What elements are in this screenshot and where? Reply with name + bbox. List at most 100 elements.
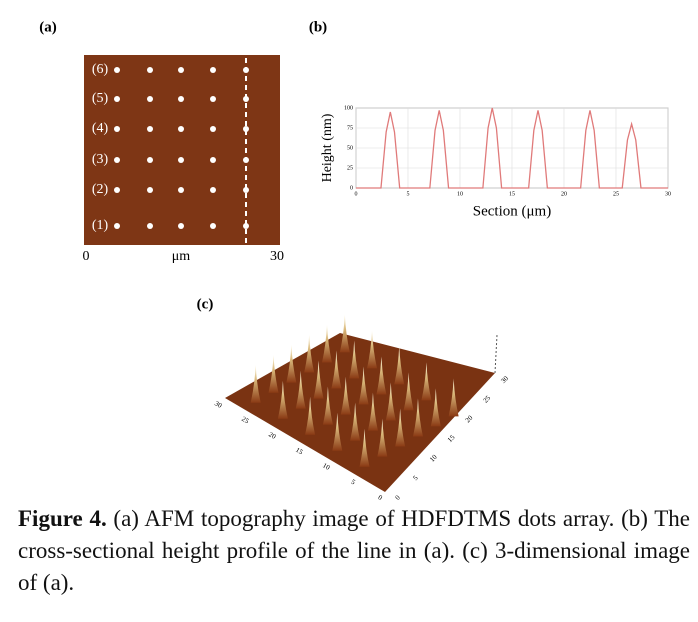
- dot: [147, 67, 153, 73]
- axis-tick-label: 20: [464, 413, 475, 424]
- spike: [286, 344, 297, 383]
- dot: [243, 223, 249, 229]
- y-tick-label: 0: [350, 185, 353, 191]
- x-tick-label: 30: [665, 191, 671, 197]
- axis-tick-label: 30: [499, 374, 510, 385]
- dot: [243, 67, 249, 73]
- spike: [394, 346, 405, 385]
- dot: [210, 96, 216, 102]
- afm-image: [84, 55, 280, 245]
- spike: [377, 418, 388, 457]
- dot: [114, 67, 120, 73]
- spike: [350, 402, 361, 441]
- caption-label: Figure 4.: [18, 506, 107, 531]
- y-tick-label: 75: [347, 125, 353, 131]
- row-label: (3): [92, 152, 109, 167]
- spike: [367, 330, 378, 369]
- dot: [210, 187, 216, 193]
- dot: [210, 223, 216, 229]
- axis-tick-label: 0: [394, 493, 402, 500]
- spike: [359, 428, 370, 467]
- spike: [448, 378, 459, 417]
- x-tick-label: 15: [509, 191, 515, 197]
- dot: [147, 187, 153, 193]
- axis-tick-label: 15: [294, 446, 304, 457]
- dot: [210, 126, 216, 132]
- spike: [313, 360, 324, 399]
- axis-tick-label: 5: [411, 474, 419, 482]
- dot: [178, 223, 184, 229]
- dot: [147, 157, 153, 163]
- spike: [403, 372, 414, 411]
- axis-tick-label: 30: [213, 399, 223, 410]
- panel-label: (c): [197, 296, 214, 312]
- x-tick-label: 0: [355, 191, 358, 197]
- row-label: (6): [92, 62, 109, 77]
- spike: [339, 314, 350, 353]
- spike: [304, 334, 315, 373]
- x-tick-label: 5: [407, 191, 410, 197]
- dot: [243, 157, 249, 163]
- spike: [412, 398, 423, 437]
- y-tick-label: 100: [344, 105, 353, 111]
- dot: [243, 187, 249, 193]
- dot: [178, 96, 184, 102]
- dot: [147, 96, 153, 102]
- dot: [210, 67, 216, 73]
- dot: [178, 187, 184, 193]
- dot: [243, 96, 249, 102]
- spike: [305, 396, 316, 435]
- x-tick-label: 20: [561, 191, 567, 197]
- axis-tick-label: 25: [240, 415, 250, 426]
- y-tick-label: 25: [347, 165, 353, 171]
- spike: [268, 354, 279, 393]
- dot: [114, 223, 120, 229]
- spike: [277, 380, 288, 419]
- dot: [243, 126, 249, 132]
- x-tick-label: 10: [457, 191, 463, 197]
- dot: [178, 126, 184, 132]
- row-label: (2): [92, 182, 109, 197]
- spike: [376, 356, 387, 395]
- figure-graphics: (a) 0 μm 30 (b) (c) (1) (2) (3) (4) (5) (6) 0 2…: [39, 19, 671, 500]
- spike: [322, 386, 333, 425]
- panel-label: (a): [39, 19, 57, 35]
- x-tick-label: 25: [613, 191, 619, 197]
- dot: [147, 223, 153, 229]
- dot: [114, 96, 120, 102]
- row-label: (5): [92, 91, 109, 106]
- row-label: (1): [92, 218, 109, 233]
- dot: [178, 157, 184, 163]
- axis-tick-label: 10: [428, 453, 439, 464]
- spike: [349, 340, 360, 379]
- dot: [114, 126, 120, 132]
- panel-label: (b): [309, 19, 327, 35]
- dot: [147, 126, 153, 132]
- dot: [114, 187, 120, 193]
- spike: [430, 388, 441, 427]
- axis-unit: μm: [172, 249, 191, 264]
- caption-text: (a) AFM topography image of HDFDTMS dots…: [18, 506, 690, 595]
- axis-tick-label: 20: [267, 430, 277, 441]
- axis-tick-label: 0: [377, 493, 384, 500]
- spike: [421, 362, 432, 401]
- spike: [322, 324, 332, 363]
- axis-tick-label: 5: [350, 478, 357, 487]
- spike: [367, 392, 378, 431]
- axis-tick-label: 15: [446, 433, 457, 444]
- spike: [295, 370, 306, 409]
- caption: Figure 4. (a) AFM topography image of HD…: [18, 503, 690, 599]
- row-label: (4): [92, 121, 109, 136]
- axis-label: 30: [270, 249, 284, 264]
- spike: [358, 366, 369, 405]
- axis-tick-label: 10: [321, 461, 331, 472]
- dot: [178, 67, 184, 73]
- x-axis-label: Section (μm): [473, 203, 551, 219]
- axis-tick-label: 25: [482, 394, 493, 405]
- dot: [114, 157, 120, 163]
- axis-label: 0: [83, 249, 90, 264]
- z-axis: [494, 334, 498, 374]
- profile-line: [356, 107, 668, 189]
- spike: [331, 350, 342, 389]
